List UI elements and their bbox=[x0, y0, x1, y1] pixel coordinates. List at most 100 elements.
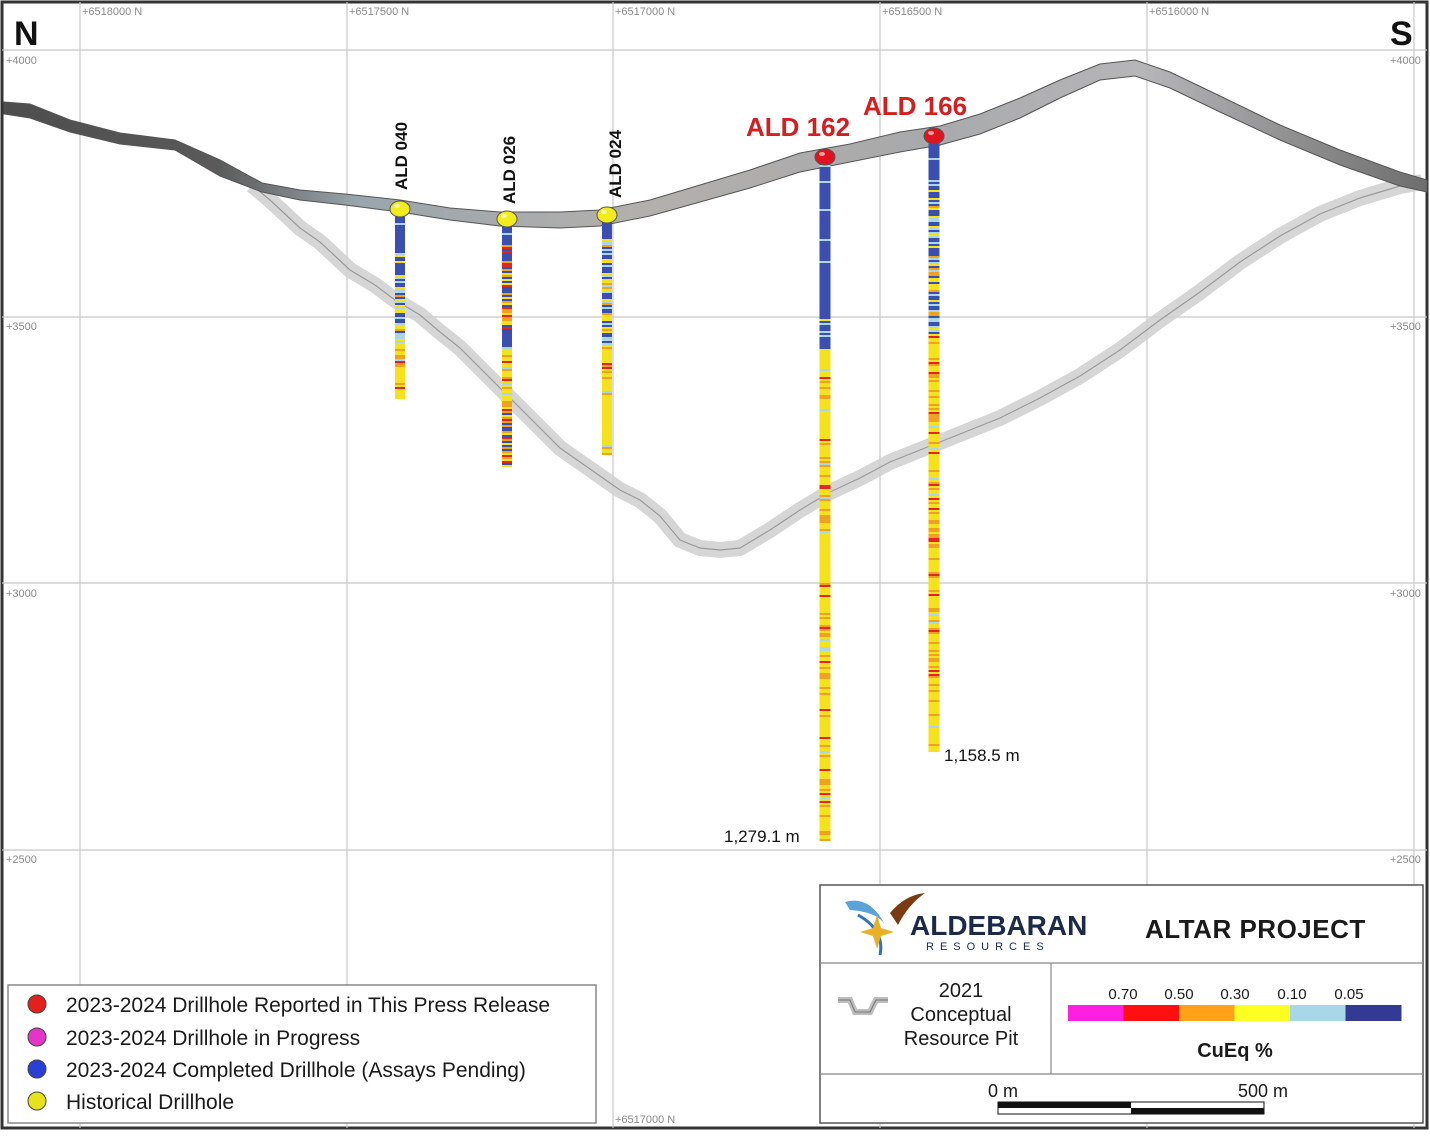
hole-assay-band bbox=[928, 512, 940, 514]
hole-assay-band bbox=[395, 319, 405, 321]
hole-assay-band bbox=[819, 363, 831, 365]
hole-assay-band bbox=[928, 532, 940, 534]
hole-assay-band bbox=[602, 245, 612, 247]
hole-assay-band bbox=[928, 618, 940, 620]
hole-assay-band bbox=[395, 285, 405, 287]
legend: 2023-2024 Drillhole Reported in This Pre… bbox=[7, 984, 597, 1124]
hole-assay-band bbox=[819, 207, 831, 209]
hole-assay-band bbox=[819, 381, 831, 383]
northing-tick-bottom: +6517000 N bbox=[615, 1114, 675, 1126]
hole-assay-band bbox=[395, 233, 405, 235]
hole-assay-band bbox=[502, 437, 512, 439]
hole-assay-band bbox=[928, 160, 940, 162]
drillhole-ald-040[interactable] bbox=[389, 200, 411, 399]
hole-assay-band bbox=[502, 235, 512, 237]
hole-assay-band bbox=[819, 257, 831, 259]
hole-assay-band bbox=[602, 337, 612, 339]
hole-assay-band bbox=[819, 497, 831, 499]
hole-assay-band bbox=[502, 361, 512, 363]
hole-collar bbox=[496, 210, 518, 228]
hole-assay-band bbox=[502, 347, 512, 349]
hole-assay-band bbox=[819, 351, 831, 353]
hole-assay-band bbox=[819, 777, 831, 779]
hole-assay-band bbox=[819, 501, 831, 503]
hole-assay-band bbox=[602, 247, 612, 249]
legend-label-completed: 2023-2024 Completed Drillhole (Assays Pe… bbox=[66, 1059, 526, 1082]
hole-assay-band bbox=[602, 321, 612, 323]
hole-assay-band bbox=[928, 578, 940, 580]
hole-assay-band bbox=[819, 579, 831, 581]
drillhole-ald-162[interactable] bbox=[814, 148, 836, 841]
hole-assay-band bbox=[819, 659, 831, 661]
hole-assay-band bbox=[395, 303, 405, 305]
hole-assay-band bbox=[395, 257, 405, 259]
hole-assay-band bbox=[819, 475, 831, 477]
hole-assay-band bbox=[602, 301, 612, 303]
hole-assay-band bbox=[819, 529, 831, 531]
hole-assay-band bbox=[602, 377, 612, 379]
hole-assay-band bbox=[819, 779, 831, 781]
hole-assay-band bbox=[502, 263, 512, 265]
hole-assay-band bbox=[602, 293, 612, 295]
hole-collar-highlight bbox=[394, 204, 400, 208]
hole-assay-band bbox=[819, 671, 831, 673]
drillhole-ald-166[interactable] bbox=[923, 127, 945, 752]
hole-assay-band bbox=[928, 622, 940, 624]
hole-assay-band bbox=[602, 223, 612, 225]
hole-assay-band bbox=[502, 381, 512, 383]
hole-assay-band bbox=[819, 829, 831, 831]
hole-assay-band bbox=[819, 167, 831, 169]
hole-assay-band bbox=[602, 361, 612, 363]
hole-assay-band bbox=[928, 584, 940, 586]
hole-assay-band bbox=[819, 799, 831, 801]
hole-assay-band bbox=[928, 372, 940, 374]
hole-assay-band bbox=[819, 837, 831, 839]
hole-assay-band bbox=[928, 182, 940, 184]
hole-assay-band bbox=[819, 765, 831, 767]
hole-assay-band bbox=[819, 487, 831, 489]
hole-assay-band bbox=[928, 394, 940, 396]
hole-assay-band bbox=[395, 327, 405, 329]
hole-assay-band bbox=[602, 299, 612, 301]
hole-assay-band bbox=[928, 180, 940, 182]
hole-assay-band bbox=[928, 562, 940, 564]
hole-assay-band bbox=[928, 620, 940, 622]
hole-assay-band bbox=[819, 637, 831, 639]
hole-assay-band bbox=[819, 703, 831, 705]
hole-assay-band bbox=[819, 307, 831, 309]
hole-assay-band bbox=[928, 644, 940, 646]
hole-assay-band bbox=[928, 156, 940, 158]
elevation-tick-left: +3000 bbox=[6, 588, 37, 600]
hole-assay-band bbox=[502, 463, 512, 465]
hole-assay-band bbox=[819, 597, 831, 599]
hole-assay-band bbox=[819, 833, 831, 835]
hole-assay-band bbox=[928, 440, 940, 442]
hole-assay-band bbox=[602, 331, 612, 333]
hole-assay-band bbox=[819, 705, 831, 707]
hole-assay-band bbox=[395, 383, 405, 385]
hole-assay-band bbox=[928, 658, 940, 660]
hole-assay-band bbox=[502, 429, 512, 431]
hole-assay-band bbox=[819, 825, 831, 827]
hole-assay-band bbox=[928, 642, 940, 644]
hole-assay-band bbox=[928, 648, 940, 650]
hole-assay-band bbox=[819, 565, 831, 567]
hole-assay-band bbox=[928, 374, 940, 376]
hole-assay-band bbox=[928, 598, 940, 600]
hole-assay-band bbox=[928, 510, 940, 512]
hole-assay-band bbox=[819, 811, 831, 813]
depth-label-ald-166: 1,158.5 m bbox=[944, 746, 1020, 765]
hole-assay-band bbox=[819, 205, 831, 207]
hole-assay-band bbox=[502, 393, 512, 395]
hole-assay-band bbox=[928, 638, 940, 640]
hole-assay-band bbox=[602, 391, 612, 393]
hole-assay-band bbox=[602, 445, 612, 447]
hole-assay-band bbox=[928, 444, 940, 446]
drillhole-ald-026[interactable] bbox=[496, 210, 518, 467]
hole-assay-band bbox=[928, 236, 940, 238]
hole-assay-band bbox=[819, 341, 831, 343]
hole-assay-band bbox=[928, 398, 940, 400]
hole-assay-band bbox=[928, 730, 940, 732]
drillhole-ald-024[interactable] bbox=[596, 206, 618, 455]
hole-assay-band bbox=[928, 564, 940, 566]
